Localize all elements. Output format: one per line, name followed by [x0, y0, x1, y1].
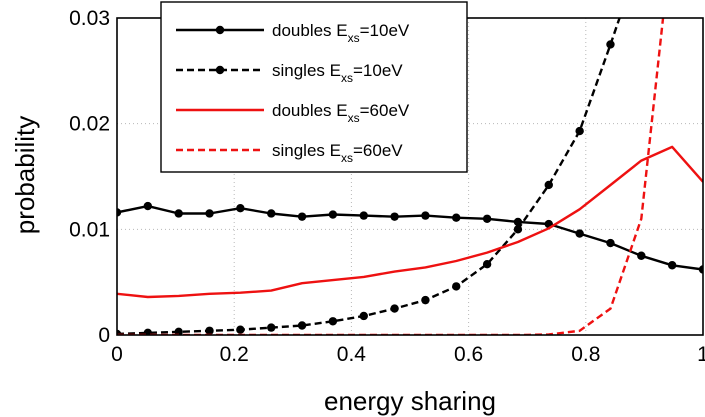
data-point [390, 304, 399, 313]
legend-marker [215, 65, 225, 75]
x-tick-label: 0.2 [220, 343, 249, 366]
data-point [606, 238, 615, 248]
data-point [482, 214, 492, 223]
data-point [421, 295, 430, 305]
x-tick-label: 0 [111, 343, 123, 366]
data-point [267, 323, 276, 332]
data-point [390, 212, 399, 221]
y-tick-label: 0.01 [69, 218, 110, 241]
y-tick-label: 0 [98, 324, 110, 347]
data-point [117, 208, 122, 217]
data-point [143, 328, 153, 335]
data-point [606, 40, 615, 49]
x-axis-label: energy sharing [324, 386, 496, 416]
data-point [667, 261, 677, 270]
data-point [452, 213, 461, 222]
x-tick-label: 0.4 [337, 343, 367, 366]
data-point [236, 325, 245, 334]
y-tick-label: 0.03 [69, 7, 110, 30]
data-point [328, 317, 338, 326]
data-point [359, 211, 368, 220]
series-line-3 [117, 18, 665, 335]
data-point [297, 212, 307, 221]
data-point [205, 209, 214, 218]
data-point [359, 311, 368, 321]
data-point [205, 326, 214, 335]
series-line-0 [117, 204, 703, 271]
series-layer [117, 18, 703, 335]
data-point [698, 265, 703, 274]
data-point [575, 126, 584, 136]
y-tick-label: 0.02 [69, 113, 110, 136]
data-point [544, 180, 553, 190]
data-point [575, 229, 584, 238]
x-tick-label: 0.8 [571, 343, 600, 366]
series-line-2 [117, 145, 703, 299]
x-tick-label: 0.6 [454, 343, 483, 366]
data-point [328, 210, 338, 219]
legend-entry-label: doubles Exs=60eV [272, 101, 410, 125]
data-point [421, 211, 430, 220]
data-point [452, 282, 461, 291]
data-point [143, 201, 153, 211]
data-point [637, 251, 646, 260]
data-point [174, 327, 183, 335]
data-point [513, 217, 523, 227]
tick-labels: 0 0.2 0.4 0.6 0.8 1 0 0.01 0.02 0.03 [69, 7, 705, 366]
legend-marker [215, 25, 225, 35]
legend-entry-label: doubles Exs=10eV [272, 21, 410, 45]
data-point [513, 225, 523, 234]
data-point [174, 209, 183, 218]
data-point [297, 321, 307, 330]
legend-entry-label: singles Exs=60eV [272, 141, 403, 165]
x-tick-label: 1 [697, 343, 705, 366]
data-point [482, 260, 492, 269]
data-point [236, 204, 245, 213]
legend-entry-label: singles Exs=10eV [272, 61, 403, 85]
data-point [267, 209, 276, 218]
legend: doubles Exs=10eV singles Exs=10eV doubles … [160, 1, 468, 173]
y-axis-label: probability [10, 116, 40, 235]
data-point [117, 329, 122, 335]
